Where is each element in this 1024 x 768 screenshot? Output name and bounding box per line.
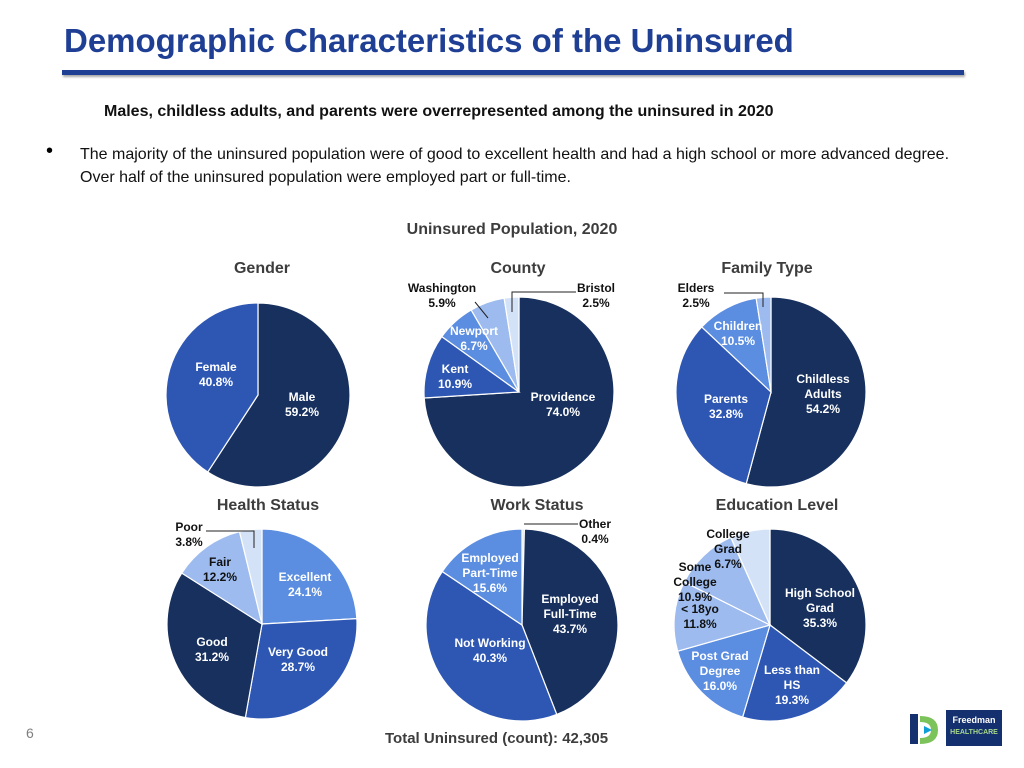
pie-value-education-level-18yo: 11.8% (683, 617, 717, 631)
pie-label-family-type-elders: Elders 2.5% (678, 281, 715, 310)
pie-label-family-type-children: Children 10.5% (714, 319, 763, 348)
chart-title-work-status: Work Status (490, 497, 584, 514)
pie-label-education-level-some-college: Some College 10.9% (673, 560, 717, 604)
pie-value-county-bristol: 2.5% (582, 296, 610, 310)
pie-work-status (425, 528, 619, 722)
pie-label-health-status-good: Good 31.2% (195, 635, 229, 664)
bullet-text: The majority of the uninsured population… (80, 146, 950, 186)
pie-gender (165, 302, 351, 488)
pie-label-work-status-not-working: Not Working 40.3% (454, 636, 525, 665)
pie-label-work-status-employed-full-time: Employed Full-Time 43.7% (541, 592, 598, 636)
pie-slice-family-type-elders (755, 296, 772, 393)
freedman-healthcare-logo: Freedman HEALTHCARE (906, 708, 1002, 752)
chart-title-gender: Gender (233, 260, 290, 277)
pie-label-county-newport: Newport 6.7% (450, 324, 498, 353)
pie-health-status (166, 528, 358, 720)
pie-label-family-type-parents: Parents 32.8% (704, 392, 748, 421)
pie-value-county-providence: 74.0% (546, 405, 580, 419)
pie-value-health-status-fair: 12.2% (203, 570, 237, 584)
pie-value-gender-male: 59.2% (285, 405, 319, 419)
pie-value-health-status-good: 31.2% (195, 650, 229, 664)
pie-label-gender-male: Male 59.2% (285, 390, 319, 419)
pie-slice-health-status-poor (238, 528, 263, 625)
page-title: Demographic Characteristics of the Unins… (64, 22, 794, 59)
logo-mark-icon (910, 714, 938, 744)
pie-value-health-status-excellent: 24.1% (288, 585, 322, 599)
pie-slice-gender-female (165, 302, 259, 473)
total-uninsured-count: Total Uninsured (count): 42,305 (385, 730, 609, 747)
pie-label-education-level-high-school-grad: High School Grad 35.3% (785, 586, 855, 630)
pie-slice-county-kent (423, 335, 521, 399)
pie-county (423, 296, 615, 488)
title-underline (62, 70, 964, 75)
chart-title-education-level: Education Level (715, 497, 839, 514)
leader-line-health-status-poor (206, 530, 255, 548)
pie-slice-work-status-employed-part-time (441, 528, 523, 627)
pie-label-county-washington: Washington 5.9% (408, 281, 476, 310)
page-number: 6 (26, 725, 34, 741)
pie-value-family-type-parents: 32.8% (709, 407, 743, 421)
pie-value-work-status-not-working: 40.3% (473, 651, 507, 665)
pie-slice-health-status-excellent (261, 528, 358, 625)
pie-label-county-kent: Kent 10.9% (438, 362, 472, 391)
pie-slice-health-status-fair (180, 530, 263, 626)
pie-slice-family-type-childless-adults (745, 296, 867, 488)
pie-slice-work-status-not-working (425, 570, 558, 722)
pie-label-county-providence: Providence 74.0% (531, 390, 596, 419)
pie-label-education-level-college-grad: College Grad 6.7% (706, 527, 750, 571)
pie-slice-education-level-high-school-grad (769, 528, 867, 684)
pie-label-health-status-fair: Fair 12.2% (203, 555, 237, 584)
bullet-point-icon: • (46, 140, 54, 162)
leader-line-county-washington (474, 301, 489, 319)
pie-label-work-status-employed-part-time: Employed Part-Time 15.6% (461, 551, 518, 595)
pie-slice-education-level-post-grad-degree (676, 624, 771, 718)
pie-value-gender-female: 40.8% (199, 375, 233, 389)
leader-line-family-type-elders (724, 292, 764, 307)
pie-slice-education-level-less-than-hs (741, 623, 848, 722)
chart-title-health-status: Health Status (216, 497, 320, 514)
pie-label-county-bristol: Bristol 2.5% (577, 281, 615, 310)
pie-education-level (673, 528, 867, 722)
chart-title-family-type: Family Type (721, 260, 813, 277)
pie-label-education-level-post-grad-degree: Post Grad Degree 16.0% (691, 649, 748, 693)
pie-value-county-newport: 6.7% (460, 339, 488, 353)
pie-value-family-type-children: 10.5% (721, 334, 755, 348)
logo-wordmark: Freedman HEALTHCARE (946, 710, 1002, 746)
leader-line-county-bristol (511, 291, 576, 312)
pie-slice-education-level-college-grad (729, 528, 771, 626)
pie-value-health-status-poor: 3.8% (175, 535, 203, 549)
pie-value-work-status-employed-full-time: 43.7% (553, 622, 587, 636)
pie-value-work-status-other: 0.4% (581, 532, 609, 546)
pie-value-family-type-elders: 2.5% (682, 296, 710, 310)
pie-label-education-level-less-than-hs: Less than HS 19.3% (764, 663, 820, 707)
pie-label-health-status-poor: Poor 3.8% (175, 520, 203, 549)
pie-slice-education-level-some-college (683, 536, 772, 627)
pie-value-county-kent: 10.9% (438, 377, 472, 391)
pie-family-type (675, 296, 867, 488)
pie-label-health-status-excellent: Excellent 24.1% (279, 570, 332, 599)
pie-label-education-level-18yo: < 18yo 11.8% (681, 602, 719, 631)
pie-value-education-level-post-grad-degree: 16.0% (703, 679, 737, 693)
pie-slice-work-status-employed-full-time (521, 528, 619, 716)
pie-value-education-level-less-than-hs: 19.3% (775, 693, 809, 707)
pie-value-work-status-employed-part-time: 15.6% (473, 581, 507, 595)
pie-label-health-status-very-good: Very Good 28.7% (268, 645, 328, 674)
pie-value-health-status-very-good: 28.7% (281, 660, 315, 674)
pie-label-work-status-other: Other 0.4% (579, 517, 611, 546)
pie-value-county-washington: 5.9% (428, 296, 456, 310)
pie-value-education-level-high-school-grad: 35.3% (803, 616, 837, 630)
pie-slice-family-type-parents (675, 326, 772, 485)
pie-value-education-level-college-grad: 6.7% (714, 557, 742, 571)
pie-label-family-type-childless-adults: Childless Adults 54.2% (796, 372, 850, 416)
pie-value-family-type-childless-adults: 54.2% (806, 402, 840, 416)
pie-slice-gender-male (206, 302, 351, 488)
pie-slice-health-status-very-good (244, 617, 358, 720)
section-title: Uninsured Population, 2020 (406, 221, 618, 238)
chart-title-county: County (490, 260, 546, 277)
pie-slice-education-level-18yo (673, 581, 772, 652)
pie-label-gender-female: Female 40.8% (195, 360, 237, 389)
pie-value-education-level-some-college: 10.9% (678, 590, 712, 604)
slide-subtitle: Males, childless adults, and parents wer… (104, 103, 774, 120)
